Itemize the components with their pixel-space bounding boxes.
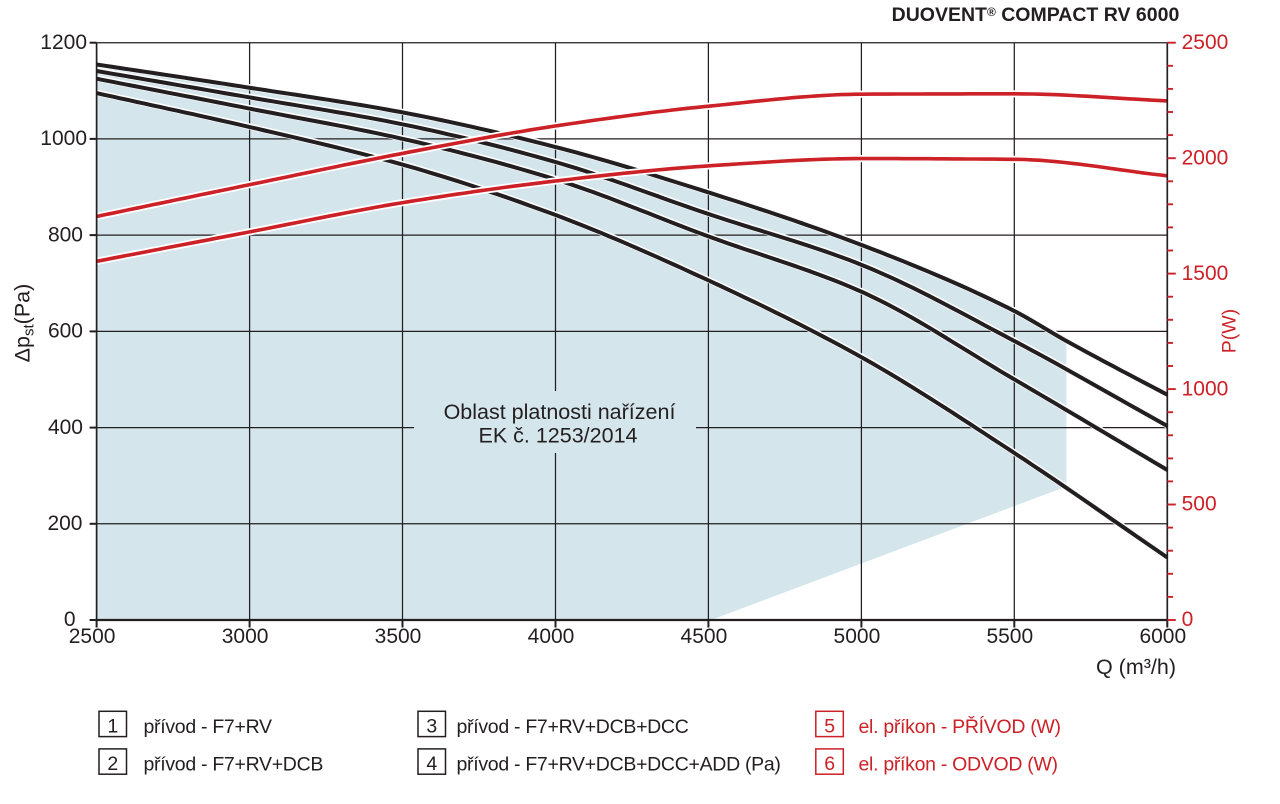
svg-text:P(W): P(W) [1219,309,1241,353]
svg-text:1500: 1500 [1182,262,1229,285]
svg-text:EK č. 1253/2014: EK č. 1253/2014 [479,424,638,448]
svg-text:Δpst(Pa): Δpst(Pa) [11,284,38,363]
svg-text:600: 600 [48,320,83,343]
svg-text:200: 200 [47,512,82,535]
svg-text:el. příkon - ODVOD (W): el. příkon - ODVOD (W) [859,754,1058,776]
svg-text:2500: 2500 [1182,31,1229,54]
svg-text:přívod - F7+RV+DCB: přívod - F7+RV+DCB [144,754,324,776]
svg-text:5000: 5000 [834,625,881,648]
svg-text:3500: 3500 [375,625,422,648]
svg-text:5: 5 [824,716,835,738]
svg-text:2500: 2500 [69,625,116,648]
svg-text:5500: 5500 [986,625,1033,648]
svg-text:4: 4 [426,753,437,775]
svg-text:DUOVENT® COMPACT RV 6000: DUOVENT® COMPACT RV 6000 [892,4,1180,26]
svg-text:přívod - F7+RV+DCB+DCC: přívod - F7+RV+DCB+DCC [457,716,689,738]
svg-text:1000: 1000 [1182,377,1229,400]
svg-text:přívod - F7+RV+DCB+DCC+ADD (Pa: přívod - F7+RV+DCB+DCC+ADD (Pa) [457,754,781,776]
svg-text:přívod - F7+RV: přívod - F7+RV [144,716,272,738]
svg-text:3000: 3000 [222,625,269,648]
svg-text:el. příkon - PŘÍVOD (W): el. příkon - PŘÍVOD (W) [859,715,1061,738]
svg-text:Oblast platnosti nařízení: Oblast platnosti nařízení [444,400,676,424]
svg-text:2000: 2000 [1182,146,1229,169]
svg-text:6: 6 [824,753,835,775]
svg-text:3: 3 [426,716,437,738]
svg-text:Q (m³/h): Q (m³/h) [1096,655,1176,679]
svg-text:0: 0 [1182,608,1194,631]
svg-text:400: 400 [48,416,83,439]
svg-text:1000: 1000 [40,127,87,150]
svg-text:2: 2 [107,753,118,775]
svg-text:1: 1 [107,716,118,738]
svg-text:4000: 4000 [528,625,575,648]
svg-text:1200: 1200 [40,31,87,54]
svg-text:0: 0 [64,608,76,631]
svg-text:6000: 6000 [1139,625,1186,648]
svg-text:4500: 4500 [681,625,728,648]
svg-text:500: 500 [1182,493,1217,516]
svg-text:800: 800 [48,223,83,246]
